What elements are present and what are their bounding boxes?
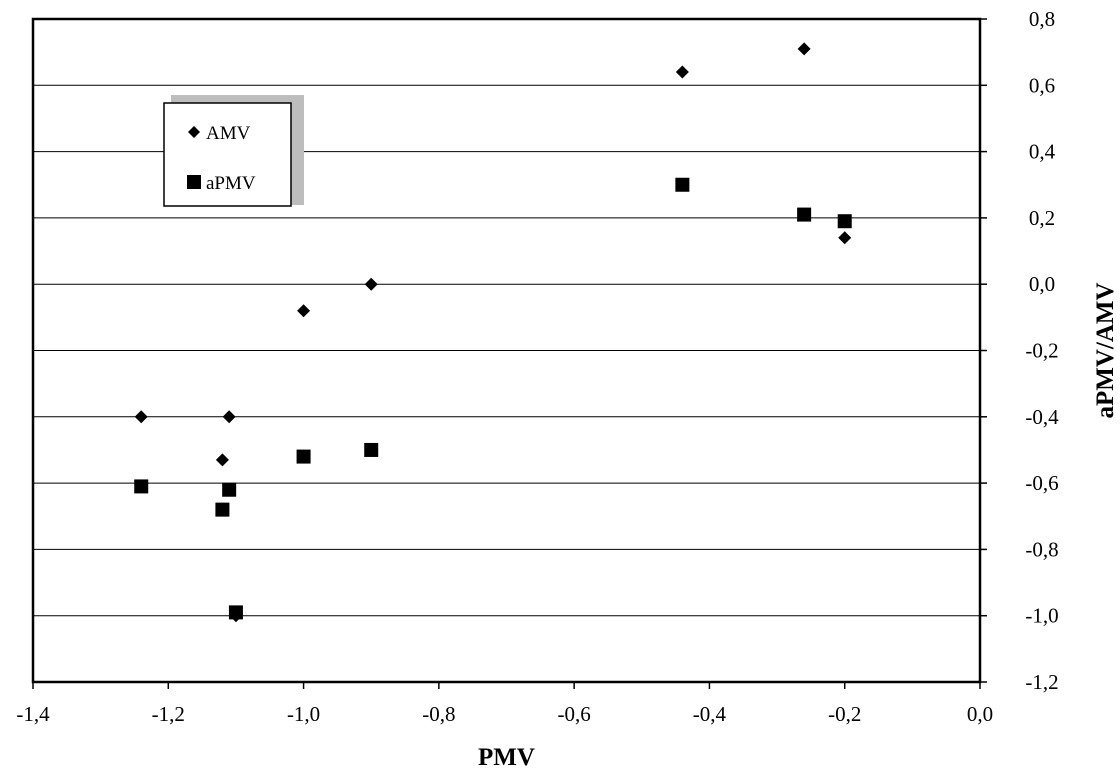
x-tick-label: -0,2 xyxy=(828,702,861,726)
apmv-point xyxy=(215,502,230,517)
x-axis-ticks: -1,4 -1,2 -1,0 -0,8 -0,6 -0,4 -0,2 0,0 xyxy=(16,682,993,726)
y-tick-label: 0,4 xyxy=(1029,140,1056,164)
y-tick-label: -1,2 xyxy=(1025,670,1058,694)
y-axis-title: aPMV/AMV xyxy=(1092,282,1119,418)
x-axis-title: PMV xyxy=(478,744,535,771)
amv-point xyxy=(797,42,811,56)
y-tick-label: -1,0 xyxy=(1025,604,1058,628)
apmv-point xyxy=(228,605,243,620)
apmv-point xyxy=(222,482,237,497)
apmv-point xyxy=(797,207,812,222)
legend-apmv-label: aPMV xyxy=(206,173,256,194)
legend-box xyxy=(163,102,292,207)
amv-point xyxy=(364,277,378,291)
amv-point xyxy=(134,410,148,424)
x-tick-label: -1,2 xyxy=(152,702,185,726)
amv-point xyxy=(222,410,236,424)
x-tick-label: -1,4 xyxy=(16,702,50,726)
y-tick-label: -0,6 xyxy=(1025,471,1058,495)
apmv-point xyxy=(134,479,149,494)
y-tick-label: 0,2 xyxy=(1029,206,1055,230)
y-tick-label: -0,2 xyxy=(1025,339,1058,363)
amv-point xyxy=(838,231,852,245)
y-tick-label: 0,0 xyxy=(1029,272,1055,296)
y-tick-label: 0,8 xyxy=(1029,7,1055,31)
apmv-point xyxy=(296,449,311,464)
legend: AMV aPMV xyxy=(163,95,304,207)
legend-amv-label: AMV xyxy=(206,123,251,144)
amv-point xyxy=(675,65,689,79)
x-tick-label: -0,4 xyxy=(693,702,727,726)
y-tick-label: -0,4 xyxy=(1025,405,1059,429)
legend-apmv-square-icon xyxy=(187,175,201,189)
gridlines xyxy=(33,84,980,617)
legend-amv-diamond-icon xyxy=(188,126,200,138)
apmv-point xyxy=(364,442,379,457)
x-tick-label: 0,0 xyxy=(967,702,993,726)
x-tick-label: -0,6 xyxy=(558,702,591,726)
apmv-point xyxy=(675,177,690,192)
x-tick-label: -0,8 xyxy=(422,702,455,726)
y-tick-label: 0,6 xyxy=(1029,73,1055,97)
apmv-point xyxy=(837,214,852,229)
data-points xyxy=(134,42,852,623)
amv-point xyxy=(215,453,229,467)
amv-point xyxy=(297,304,311,318)
y-axis-ticks: 0,8 0,6 0,4 0,2 0,0 -0,2 -0,4 -0,6 -0,8 -1,0 -1,2 xyxy=(980,7,1059,694)
y-tick-label: -0,8 xyxy=(1025,537,1058,561)
x-tick-label: -1,0 xyxy=(287,702,320,726)
